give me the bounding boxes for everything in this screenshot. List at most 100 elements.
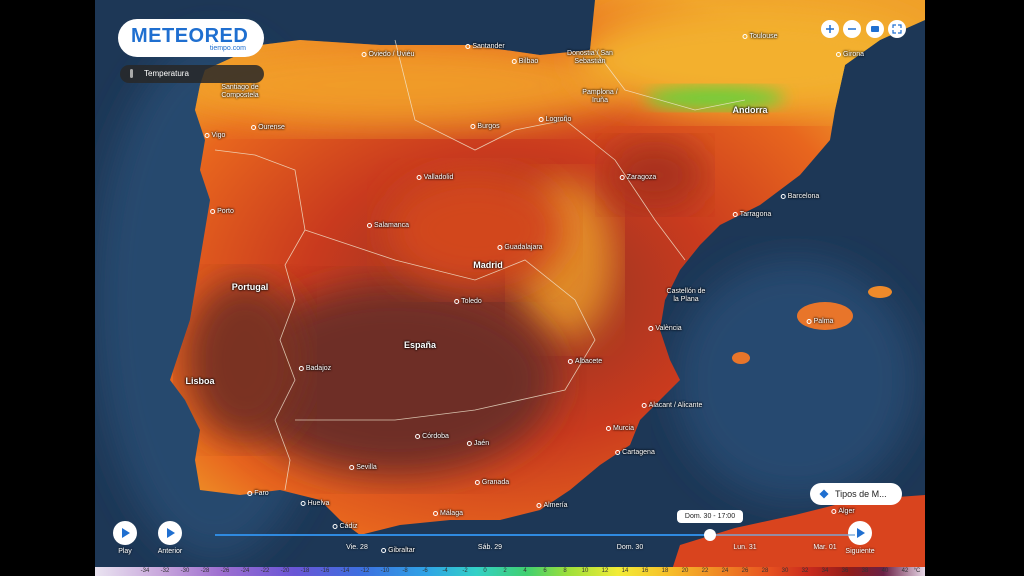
timeline-day: Lun. 31: [733, 544, 757, 551]
scale-label: 28: [761, 568, 769, 574]
heat-overlay: [170, 5, 925, 475]
place-label: Málaga: [433, 510, 463, 518]
scale-label: -22: [260, 568, 270, 574]
scale-label: 12: [601, 568, 609, 574]
scale-label: 30: [781, 568, 789, 574]
scale-label: -16: [320, 568, 330, 574]
island: [868, 286, 892, 298]
place-label: Salamanca: [367, 222, 409, 230]
scale-label: 0: [483, 568, 487, 574]
scale-label: -6: [422, 568, 428, 574]
layer-name: Temperatura: [144, 69, 189, 78]
place-label: Faro: [247, 490, 268, 498]
scale-label: 38: [861, 568, 869, 574]
scale-label: -32: [160, 568, 170, 574]
place-label: Donostia / San Sebastián: [567, 50, 613, 65]
place-label: Ourense: [251, 124, 285, 132]
timeline-day: Sáb. 29: [477, 544, 503, 551]
scale-label: -12: [360, 568, 370, 574]
scale-label: -20: [280, 568, 290, 574]
map[interactable]: [95, 0, 925, 567]
map-screen[interactable]: Oviedo / Uviéu Santander Bilbao Donostia / …: [95, 0, 925, 576]
map-types-button[interactable]: Tipos de M...: [810, 483, 902, 505]
scale-label: 22: [701, 568, 709, 574]
place-label: Vigo: [205, 132, 226, 140]
timeline-day: Dom. 30: [616, 544, 644, 551]
place-label: Cartagena: [615, 449, 655, 457]
place-label: Burgos: [470, 123, 499, 131]
scale-label: -8: [402, 568, 408, 574]
previous-button[interactable]: [158, 521, 182, 545]
place-label: Lisboa: [185, 376, 215, 386]
play-button[interactable]: [113, 521, 137, 545]
scale-label: 2: [503, 568, 507, 574]
place-label: Barcelona: [781, 193, 820, 201]
place-label: Santiago de Compostela: [221, 84, 259, 99]
place-label: Bilbao: [512, 58, 538, 66]
next-button[interactable]: [848, 521, 872, 545]
place-label: Oviedo / Uviéu: [362, 51, 415, 59]
fullscreen-button[interactable]: [888, 20, 906, 38]
scale-label: 18: [661, 568, 669, 574]
place-label: Huelva: [301, 500, 330, 508]
scale-label: 6: [543, 568, 547, 574]
place-label: Alger: [831, 508, 854, 516]
scale-label: 4: [523, 568, 527, 574]
scale-label: 24: [721, 568, 729, 574]
scale-label: 42: [901, 568, 909, 574]
place-label: Tarragona: [733, 211, 772, 219]
place-label: Valladolid: [417, 174, 454, 182]
place-label: Córdoba: [415, 433, 449, 441]
place-label: Toulouse: [742, 33, 777, 41]
scale-label: -28: [200, 568, 210, 574]
play-label: Play: [118, 548, 132, 555]
previous-label: Anterior: [157, 548, 183, 555]
place-label: Alacant / Alicante: [642, 402, 703, 410]
scale-label: 36: [841, 568, 849, 574]
scale-label: 34: [821, 568, 829, 574]
current-time: Dom. 30 - 17:00: [677, 510, 743, 523]
place-label: Cádiz: [333, 523, 358, 531]
timeline-day: Vie. 28: [346, 544, 368, 551]
scale-label: -2: [462, 568, 468, 574]
scale-unit: °C: [913, 568, 921, 574]
zoom-out-button[interactable]: [843, 20, 861, 38]
place-label: València: [648, 325, 681, 333]
scale-label: -10: [380, 568, 390, 574]
borders: [214, 39, 746, 491]
zoom-in-button[interactable]: [821, 20, 839, 38]
place-label: Andorra: [732, 105, 768, 115]
place-label: Girona: [836, 51, 864, 59]
logo[interactable]: METEORED tiempo.com: [118, 19, 264, 57]
screenshot-button[interactable]: [866, 20, 884, 38]
scale-label: 26: [741, 568, 749, 574]
place-label: Palma: [807, 318, 834, 326]
africa-land: [672, 495, 925, 567]
scale-label: -30: [180, 568, 190, 574]
scale-label: -14: [340, 568, 350, 574]
scale-label: 20: [681, 568, 689, 574]
place-label: Guadalajara: [497, 244, 542, 252]
scale-label: -18: [300, 568, 310, 574]
layer-selector[interactable]: Temperatura: [120, 65, 264, 83]
place-label: Portugal: [231, 282, 269, 292]
map-types-label: Tipos de M...: [835, 489, 887, 499]
place-label: Logroño: [539, 116, 572, 124]
place-label: Santander: [465, 43, 504, 51]
place-label: Zaragoza: [620, 174, 657, 182]
place-label: Pamplona / Iruña: [582, 89, 618, 104]
place-label: Jaén: [467, 440, 489, 448]
place-label: Madrid: [473, 260, 503, 270]
place-label: Sevilla: [349, 464, 377, 472]
place-label: Castellón de la Plana: [666, 288, 706, 303]
timeline-handle[interactable]: [704, 529, 716, 541]
scale-label: -26: [220, 568, 230, 574]
place-label: Murcia: [606, 425, 634, 433]
scale-label: -24: [240, 568, 250, 574]
place-label: Toledo: [454, 298, 482, 306]
logo-text: METEORED: [131, 25, 249, 47]
place-label: Albacete: [568, 358, 602, 366]
next-label: Siguiente: [845, 548, 875, 555]
place-label: Porto: [210, 208, 234, 216]
island: [732, 352, 750, 364]
